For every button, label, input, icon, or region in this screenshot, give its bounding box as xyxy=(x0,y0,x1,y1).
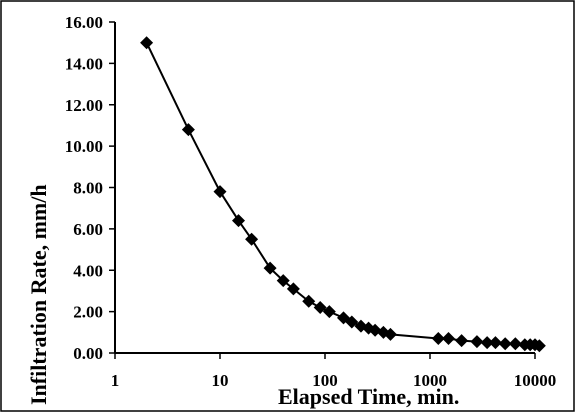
data-point xyxy=(498,337,512,351)
y-tick-label: 12.00 xyxy=(65,96,103,115)
data-point xyxy=(508,337,522,351)
x-tick-label: 10 xyxy=(212,371,229,390)
data-point xyxy=(532,339,546,353)
y-axis-title: Infiltration Rate, mm/h xyxy=(26,184,51,405)
y-tick-label: 10.00 xyxy=(65,137,103,156)
y-tick-label: 6.00 xyxy=(73,220,103,239)
data-point xyxy=(276,274,290,288)
data-point xyxy=(302,294,316,308)
data-point xyxy=(263,261,277,275)
data-point xyxy=(480,336,494,350)
data-point xyxy=(383,327,397,341)
x-axis-ticks: 1 10 100 1000 10000 xyxy=(111,353,557,390)
y-tick-label: 16.00 xyxy=(65,13,103,32)
data-point xyxy=(286,282,300,296)
x-tick-label: 10000 xyxy=(514,371,557,390)
data-point xyxy=(140,36,154,50)
data-point xyxy=(488,336,502,350)
data-point xyxy=(313,300,327,314)
data-point xyxy=(245,232,259,246)
data-point xyxy=(470,335,484,349)
x-tick-label: 100 xyxy=(312,371,338,390)
y-tick-label: 4.00 xyxy=(73,261,103,280)
data-point xyxy=(455,334,469,348)
y-tick-label: 8.00 xyxy=(73,179,103,198)
x-tick-label: 1000 xyxy=(413,371,447,390)
data-point xyxy=(231,214,245,228)
y-tick-label: 14.00 xyxy=(65,54,103,73)
y-tick-label: 0.00 xyxy=(73,344,103,363)
data-point xyxy=(441,332,455,346)
y-tick-label: 2.00 xyxy=(73,303,103,322)
x-tick-label: 1 xyxy=(111,371,120,390)
data-point xyxy=(181,123,195,137)
data-point xyxy=(431,332,445,346)
data-markers xyxy=(140,36,546,353)
data-point xyxy=(322,305,336,319)
y-axis-ticks: 0.00 2.00 4.00 6.00 8.00 10.00 12.00 14.00 16.00 xyxy=(65,13,115,363)
data-point xyxy=(345,315,359,329)
data-point xyxy=(213,185,227,199)
x-axis-title: Elapsed Time, min. xyxy=(278,384,459,409)
